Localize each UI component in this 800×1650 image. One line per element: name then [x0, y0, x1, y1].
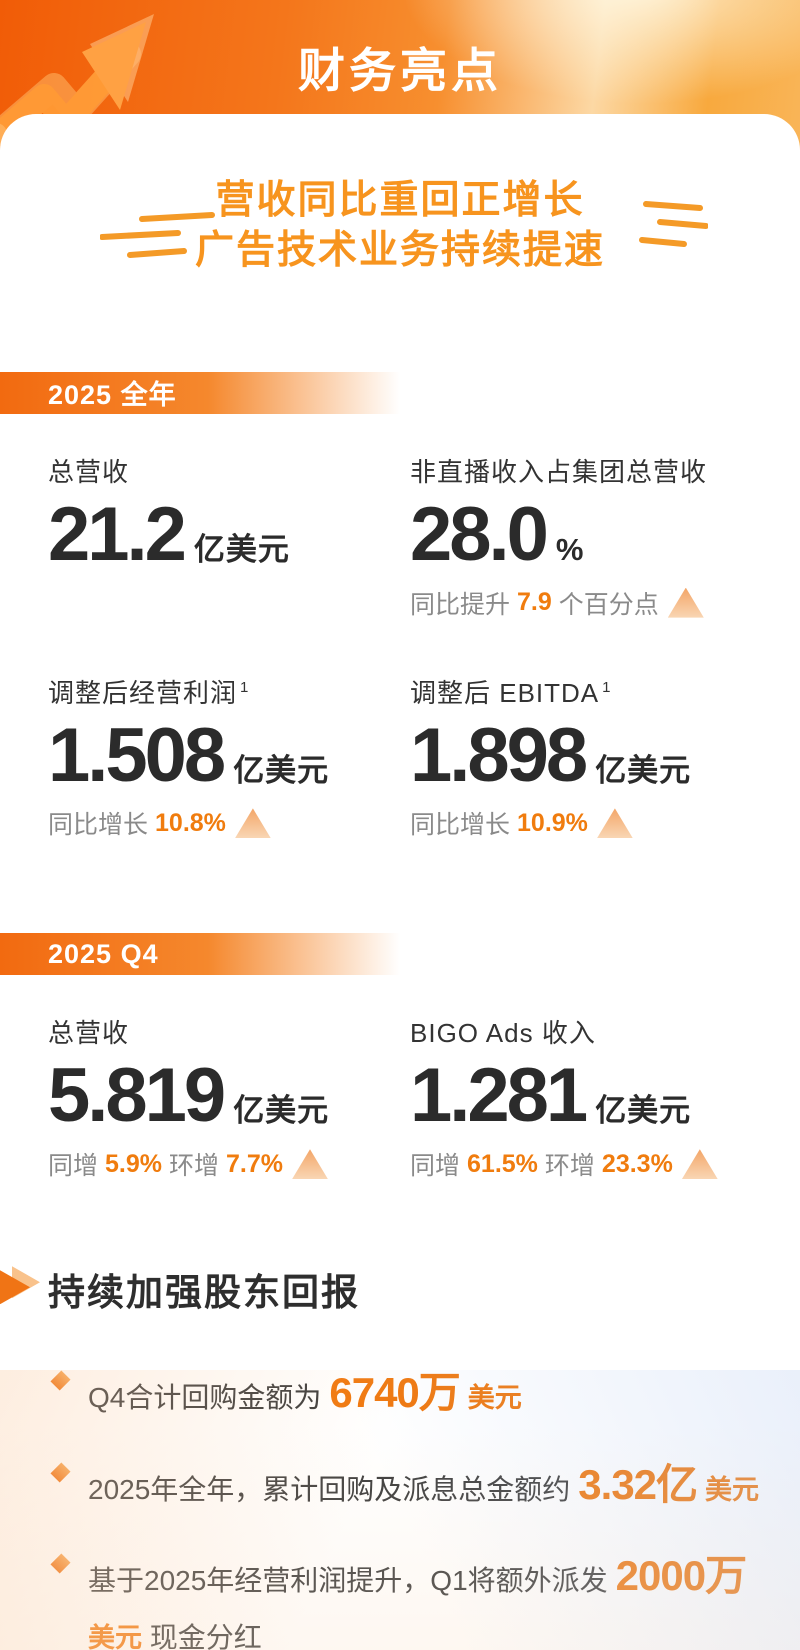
badge-2025-q4: 2025 Q4	[0, 933, 400, 976]
stat-unit: %	[555, 531, 585, 567]
stat-nonlive-revenue-share: 非直播收入占集团总营收 28.0 % 同比提升 7.9 个百分点	[410, 452, 772, 621]
stat-value: 1.508	[48, 712, 226, 798]
stat-note: 同增 5.9% 环增 7.7%	[48, 1146, 410, 1182]
stat-note: 同比增长 10.9%	[410, 805, 772, 841]
subtitle-line-2: 广告技术业务持续提速	[194, 228, 605, 272]
stat-adjusted-ebitda: 调整后 EBITDA 1 1.898 亿美元 同比增长 10.9%	[410, 673, 772, 842]
list-item: 2025年全年，累计回购及派息总金额约 3.32亿 美元	[48, 1448, 760, 1522]
stat-label: 调整后经营利润 1	[48, 677, 250, 708]
subtitle-line-1: 营收同比重回正增长	[215, 179, 585, 222]
page-title: 财务亮点	[298, 44, 502, 97]
diamond-icon	[50, 1553, 71, 1574]
stat-label: 非直播收入占集团总营收	[410, 456, 708, 487]
up-arrow-icon	[681, 1149, 718, 1180]
content-card: 营收同比重回正增长 广告技术业务持续提速 2025 全年 总营收 21.2 亿美…	[0, 114, 800, 1650]
stat-unit: 亿美元	[233, 1093, 330, 1129]
stat-value: 1.281	[410, 1053, 588, 1139]
stat-unit: 亿美元	[193, 531, 290, 567]
speed-lines-icon	[100, 212, 215, 258]
stat-q4-total-revenue: 总营收 5.819 亿美元 同增 5.9% 环增 7.7%	[48, 1013, 410, 1182]
stat-value: 28.0	[410, 491, 549, 577]
shareholder-bullets: Q4合计回购金额为 6740万 美元 2025年全年，累计回购及派息总金额约 3.32…	[0, 1356, 800, 1650]
q4-stats-row: 总营收 5.819 亿美元 同增 5.9% 环增 7.7% BIGO Ads 收…	[0, 1013, 800, 1182]
full-year-stats-row-2: 调整后经营利润 1 1.508 亿美元 同比增长 10.8% 调整后 EBITDA…	[0, 673, 800, 842]
shareholder-section-header: 持续加强股东回报	[0, 1262, 800, 1316]
full-year-stats-row-1: 总营收 21.2 亿美元 非直播收入占集团总营收 28.0 % 同比提升 7.9…	[0, 452, 800, 621]
stat-label: 总营收	[48, 1018, 130, 1049]
stat-value: 21.2	[48, 491, 187, 577]
up-arrow-icon	[234, 808, 271, 839]
stat-label: 调整后 EBITDA 1	[410, 677, 612, 708]
stat-bigo-ads-revenue: BIGO Ads 收入 1.281 亿美元 同增 61.5% 环增 23.3%	[410, 1013, 772, 1182]
stat-unit: 亿美元	[595, 1093, 692, 1129]
section-title: 持续加强股东回报	[48, 1272, 360, 1314]
stat-note: 同增 61.5% 环增 23.3%	[410, 1146, 772, 1182]
list-item: Q4合计回购金额为 6740万 美元	[48, 1356, 760, 1430]
stat-label: 总营收	[48, 456, 130, 487]
stat-value: 1.898	[410, 712, 588, 798]
up-arrow-icon	[596, 808, 633, 839]
stat-unit: 亿美元	[233, 752, 330, 788]
stat-note: 同比增长 10.8%	[48, 805, 410, 841]
diamond-icon	[50, 1462, 71, 1483]
up-arrow-icon	[667, 587, 704, 618]
stat-value: 5.819	[48, 1053, 226, 1139]
up-arrow-icon	[292, 1149, 328, 1180]
subtitle-block: 营收同比重回正增长 广告技术业务持续提速	[0, 114, 800, 276]
list-item: 基于2025年经营利润提升，Q1将额外派发 2000万美元 现金分红	[48, 1539, 760, 1650]
stat-note: 同比提升 7.9 个百分点	[410, 585, 772, 621]
badge-2025-full-year: 2025 全年	[0, 371, 400, 414]
header-banner: 财务亮点	[0, 0, 800, 150]
stat-total-revenue: 总营收 21.2 亿美元	[48, 452, 410, 621]
diamond-icon	[50, 1370, 71, 1391]
stat-adjusted-operating-profit: 调整后经营利润 1 1.508 亿美元 同比增长 10.8%	[48, 673, 410, 842]
stat-unit: 亿美元	[595, 752, 692, 788]
speed-lines-icon	[639, 201, 708, 247]
stat-label: BIGO Ads 收入	[410, 1018, 596, 1049]
